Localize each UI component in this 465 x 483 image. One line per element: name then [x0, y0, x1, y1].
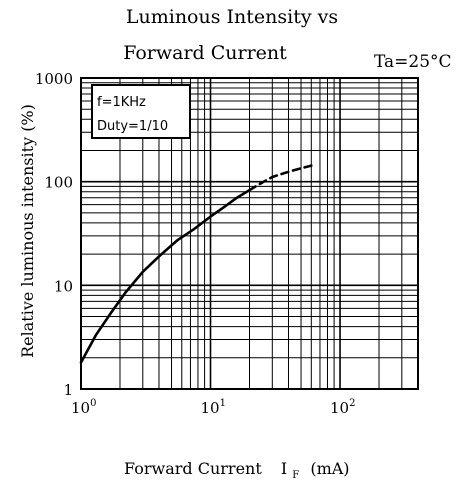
x-tick-exponent: 1 — [220, 398, 226, 409]
y-tick-label: 100 — [44, 174, 73, 192]
x-axis-label-text: Forward Current — [124, 459, 262, 478]
series-group — [79, 164, 313, 364]
y-tick-label: 1000 — [35, 70, 73, 88]
annotation-box-border — [91, 84, 191, 139]
x-tick-label: 100 — [71, 398, 96, 417]
chart-condition: Ta=25°C — [374, 52, 452, 72]
y-axis-label: Relative luminous intensity (%) — [18, 104, 37, 358]
x-tick-labels: 100 101 102 — [71, 398, 355, 417]
chart-title-line-1: Luminous Intensity vs — [126, 6, 338, 28]
x-axis-label-unit: (mA) — [310, 459, 349, 478]
x-tick-label: 102 — [330, 398, 355, 417]
x-tick-exponent: 2 — [349, 398, 355, 409]
x-tick-label: 101 — [201, 398, 226, 417]
x-axis-label: Forward Current I F (mA) — [124, 459, 350, 482]
series-line-dashed — [248, 164, 313, 192]
y-tick-label: 10 — [54, 277, 73, 295]
x-tick-base: 10 — [330, 399, 349, 417]
annotation-frequency: f=1KHz — [97, 95, 146, 110]
annotation-duty: Duty=1/10 — [97, 119, 168, 134]
x-tick-exponent: 0 — [90, 398, 96, 409]
annotation-box: f=1KHz Duty=1/10 — [91, 84, 191, 139]
plot-frame — [80, 77, 419, 390]
y-tick-labels: 1 10 100 1000 — [35, 70, 73, 399]
x-axis-label-subscript: F — [292, 470, 299, 481]
x-tick-base: 10 — [201, 399, 220, 417]
series-line-solid — [79, 188, 251, 364]
x-tick-base: 10 — [71, 399, 90, 417]
y-tick-label: 1 — [63, 381, 73, 399]
chart-title-line-2: Forward Current — [123, 42, 287, 64]
x-axis-label-symbol: I — [281, 459, 287, 478]
